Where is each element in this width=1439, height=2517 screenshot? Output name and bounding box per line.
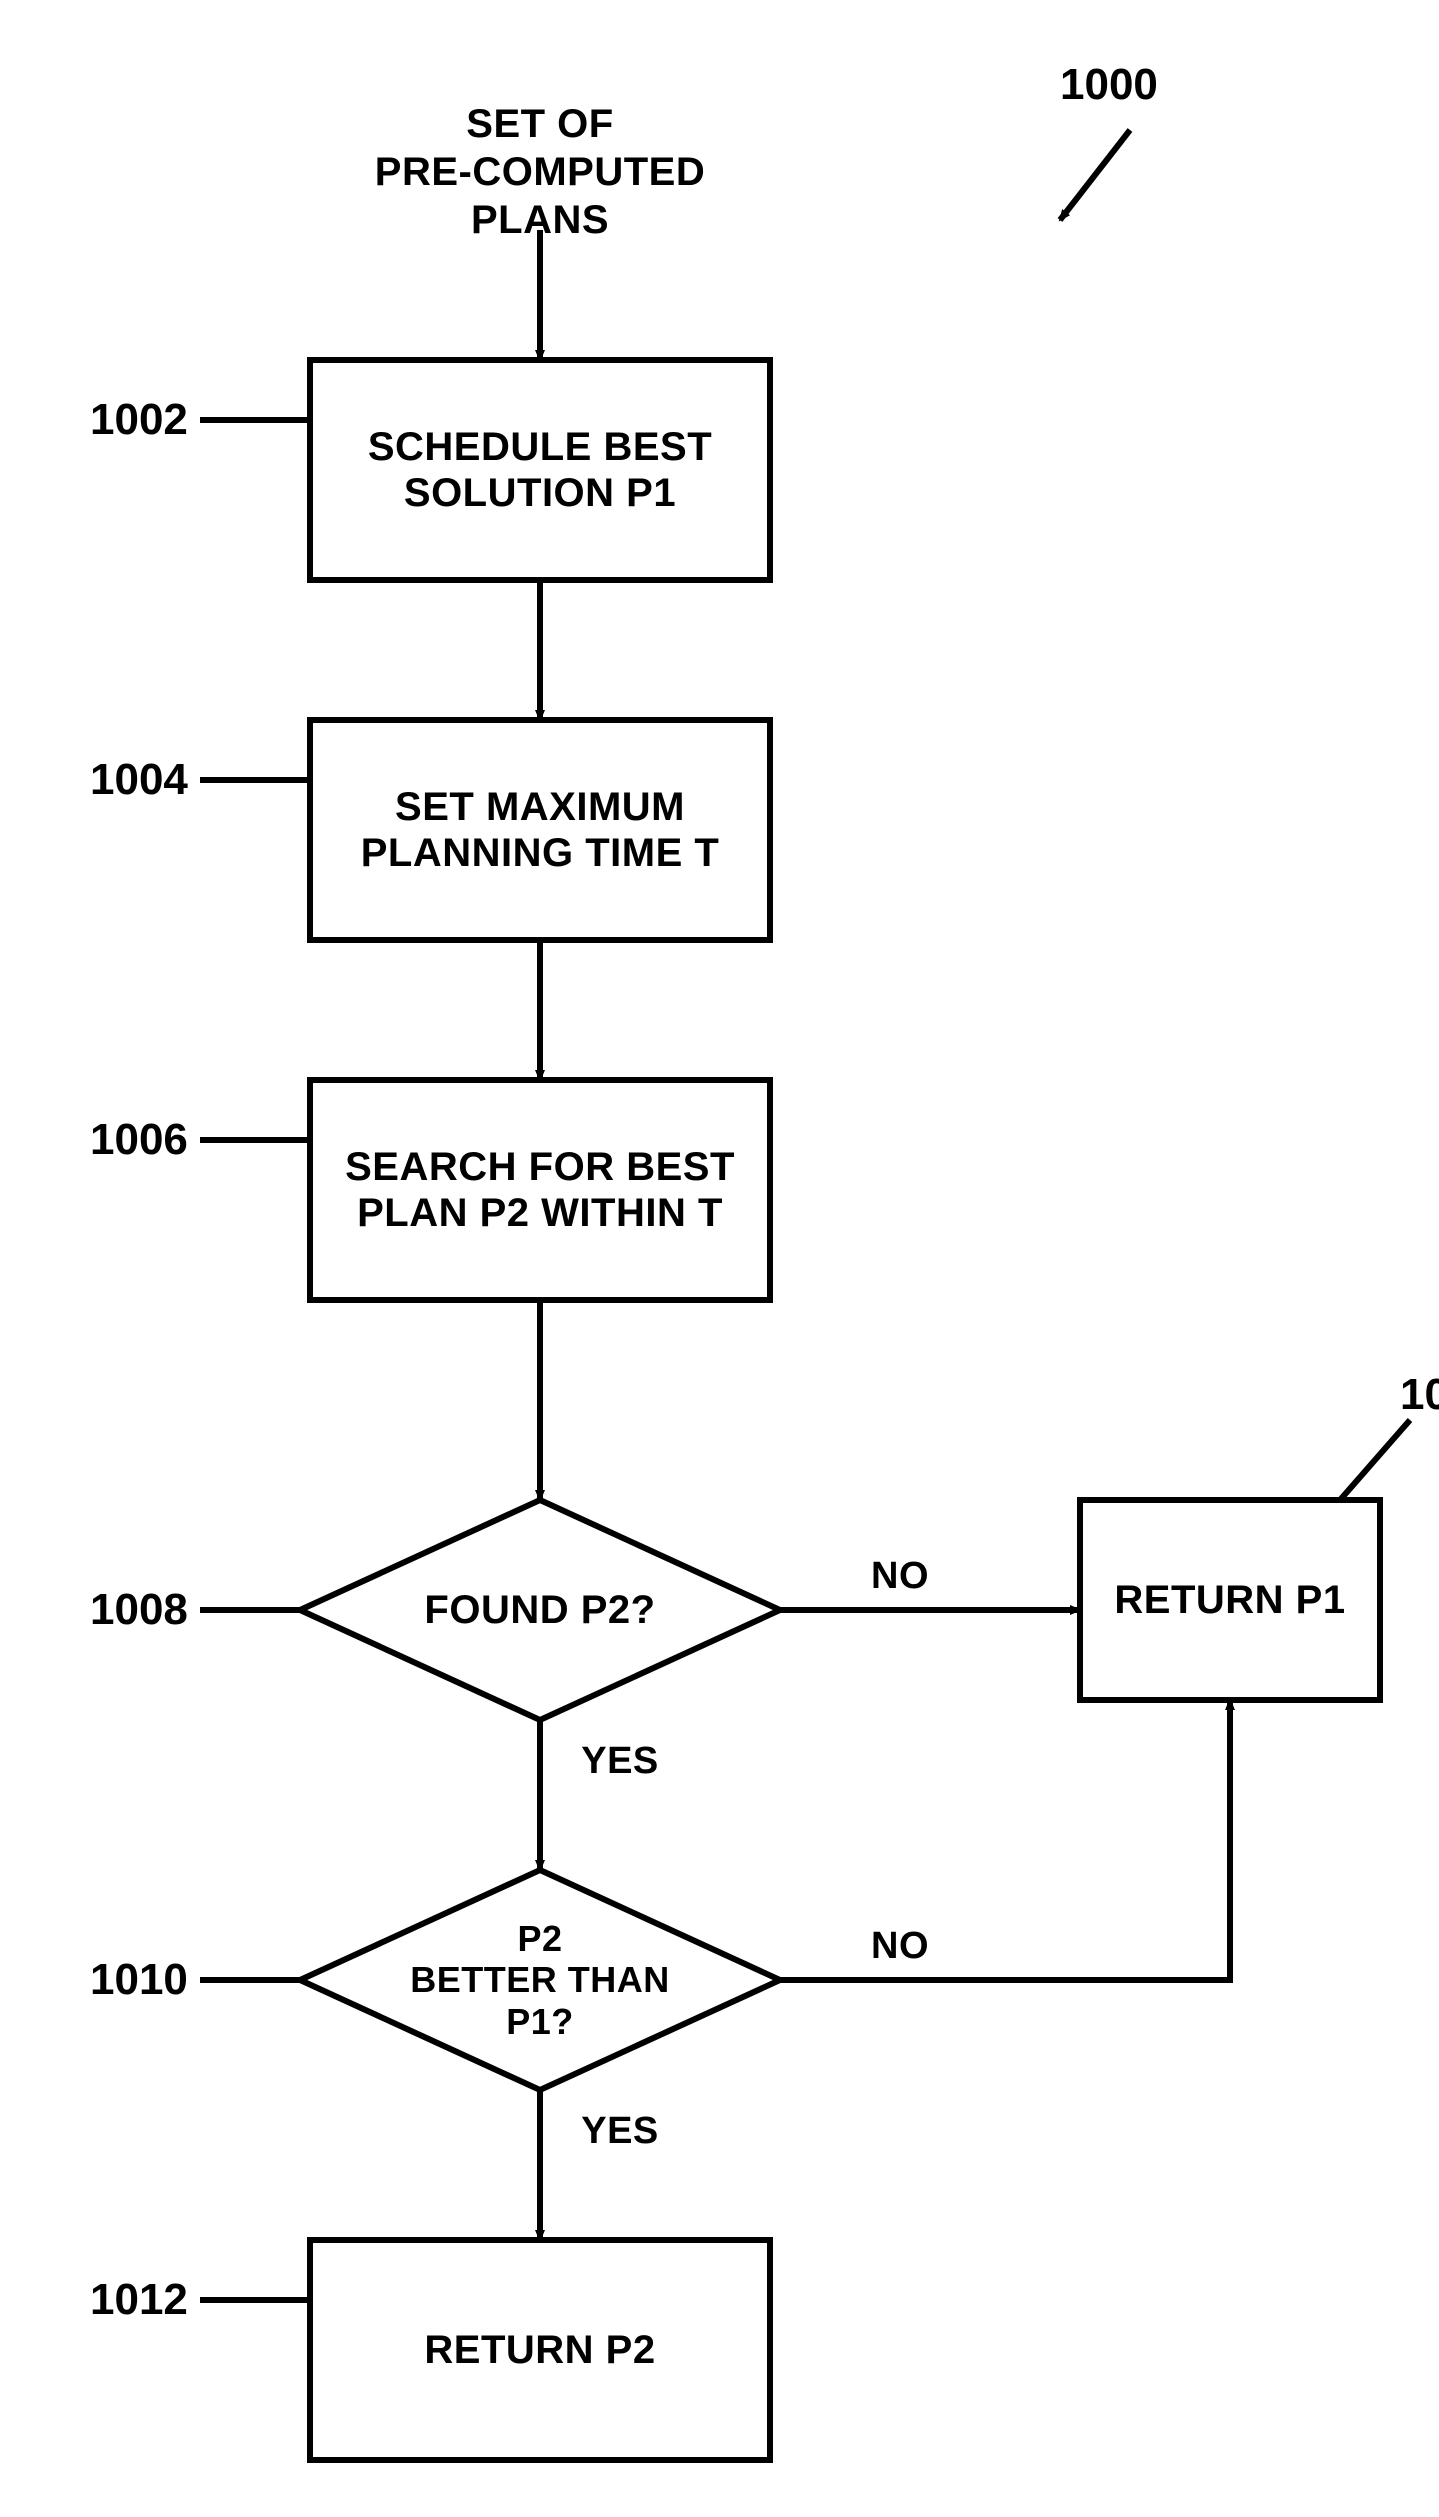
edge-d2-no: NO [840, 1925, 960, 1968]
input-label: SET OF PRE-COMPUTED PLANS [340, 100, 740, 244]
ref-1004: 1004 [90, 755, 188, 805]
flowchart-canvas: 1000 SET OF PRE-COMPUTED PLANS SCHEDULE … [0, 0, 1439, 2517]
flowchart-svg [0, 0, 1439, 2517]
edge-d1-no: NO [840, 1555, 960, 1598]
node-1010-text: P2BETTER THANP1? [300, 1918, 780, 2042]
ref-1014: 1014 [1400, 1370, 1439, 1420]
node-1014-text: RETURN P1 [1080, 1577, 1380, 1623]
input-label-line2: PRE-COMPUTED PLANS [375, 150, 705, 242]
ref-1010: 1010 [90, 1955, 188, 2005]
ref-1012: 1012 [90, 2275, 188, 2325]
edge-d1-yes: YES [560, 1740, 680, 1783]
figure-ref: 1000 [1060, 60, 1158, 110]
ref-1008: 1008 [90, 1585, 188, 1635]
node-1002-text: SCHEDULE BESTSOLUTION P1 [310, 424, 770, 516]
ref-1006: 1006 [90, 1115, 188, 1165]
node-1008-text: FOUND P2? [300, 1587, 780, 1633]
node-1012-text: RETURN P2 [310, 2327, 770, 2373]
edge-d2-yes: YES [560, 2110, 680, 2153]
node-1004-text: SET MAXIMUMPLANNING TIME T [310, 784, 770, 876]
ref-1002: 1002 [90, 395, 188, 445]
node-1006-text: SEARCH FOR BESTPLAN P2 WITHIN T [310, 1144, 770, 1236]
input-label-line1: SET OF [466, 102, 613, 146]
